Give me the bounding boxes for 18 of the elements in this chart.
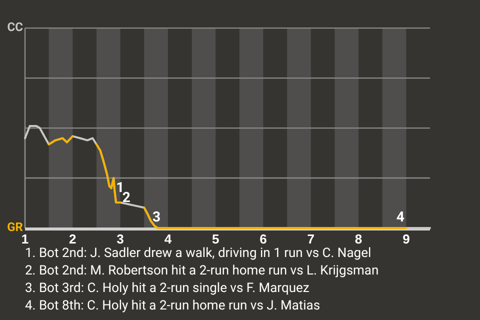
x-tick-label: 6 [260, 232, 267, 247]
text: 3. Bot 3rd: C. Holy hit a 2-run single vs F. Marquez [25, 281, 310, 296]
x-tick-label: 8 [354, 232, 362, 247]
text: 1. Bot 2nd: J. Sadler drew a walk, driving in 1 run vs C. Nagel [25, 246, 372, 261]
x-tick-label: 4 [164, 232, 172, 247]
annotation: 4 [396, 210, 404, 226]
x-tick-label: 7 [307, 232, 314, 247]
x-tick-label: 9 [402, 232, 410, 247]
x-tick-label: 5 [212, 232, 220, 247]
x-tick-label: 3 [116, 232, 124, 247]
text: GR [7, 220, 24, 234]
annotation: 3 [152, 210, 161, 226]
text: 2. Bot 2nd: M. Robertson hit a 2-run home run vs L. Krijgsman [25, 264, 379, 278]
x-tick-label: 2 [69, 232, 76, 247]
text: CC [7, 20, 24, 34]
x-tick-label: 1 [21, 232, 29, 247]
text: 4. Bot 8th: C. Holy hit a 2-run home run vs J. Matias [25, 298, 320, 314]
annotation: 2 [122, 190, 130, 206]
